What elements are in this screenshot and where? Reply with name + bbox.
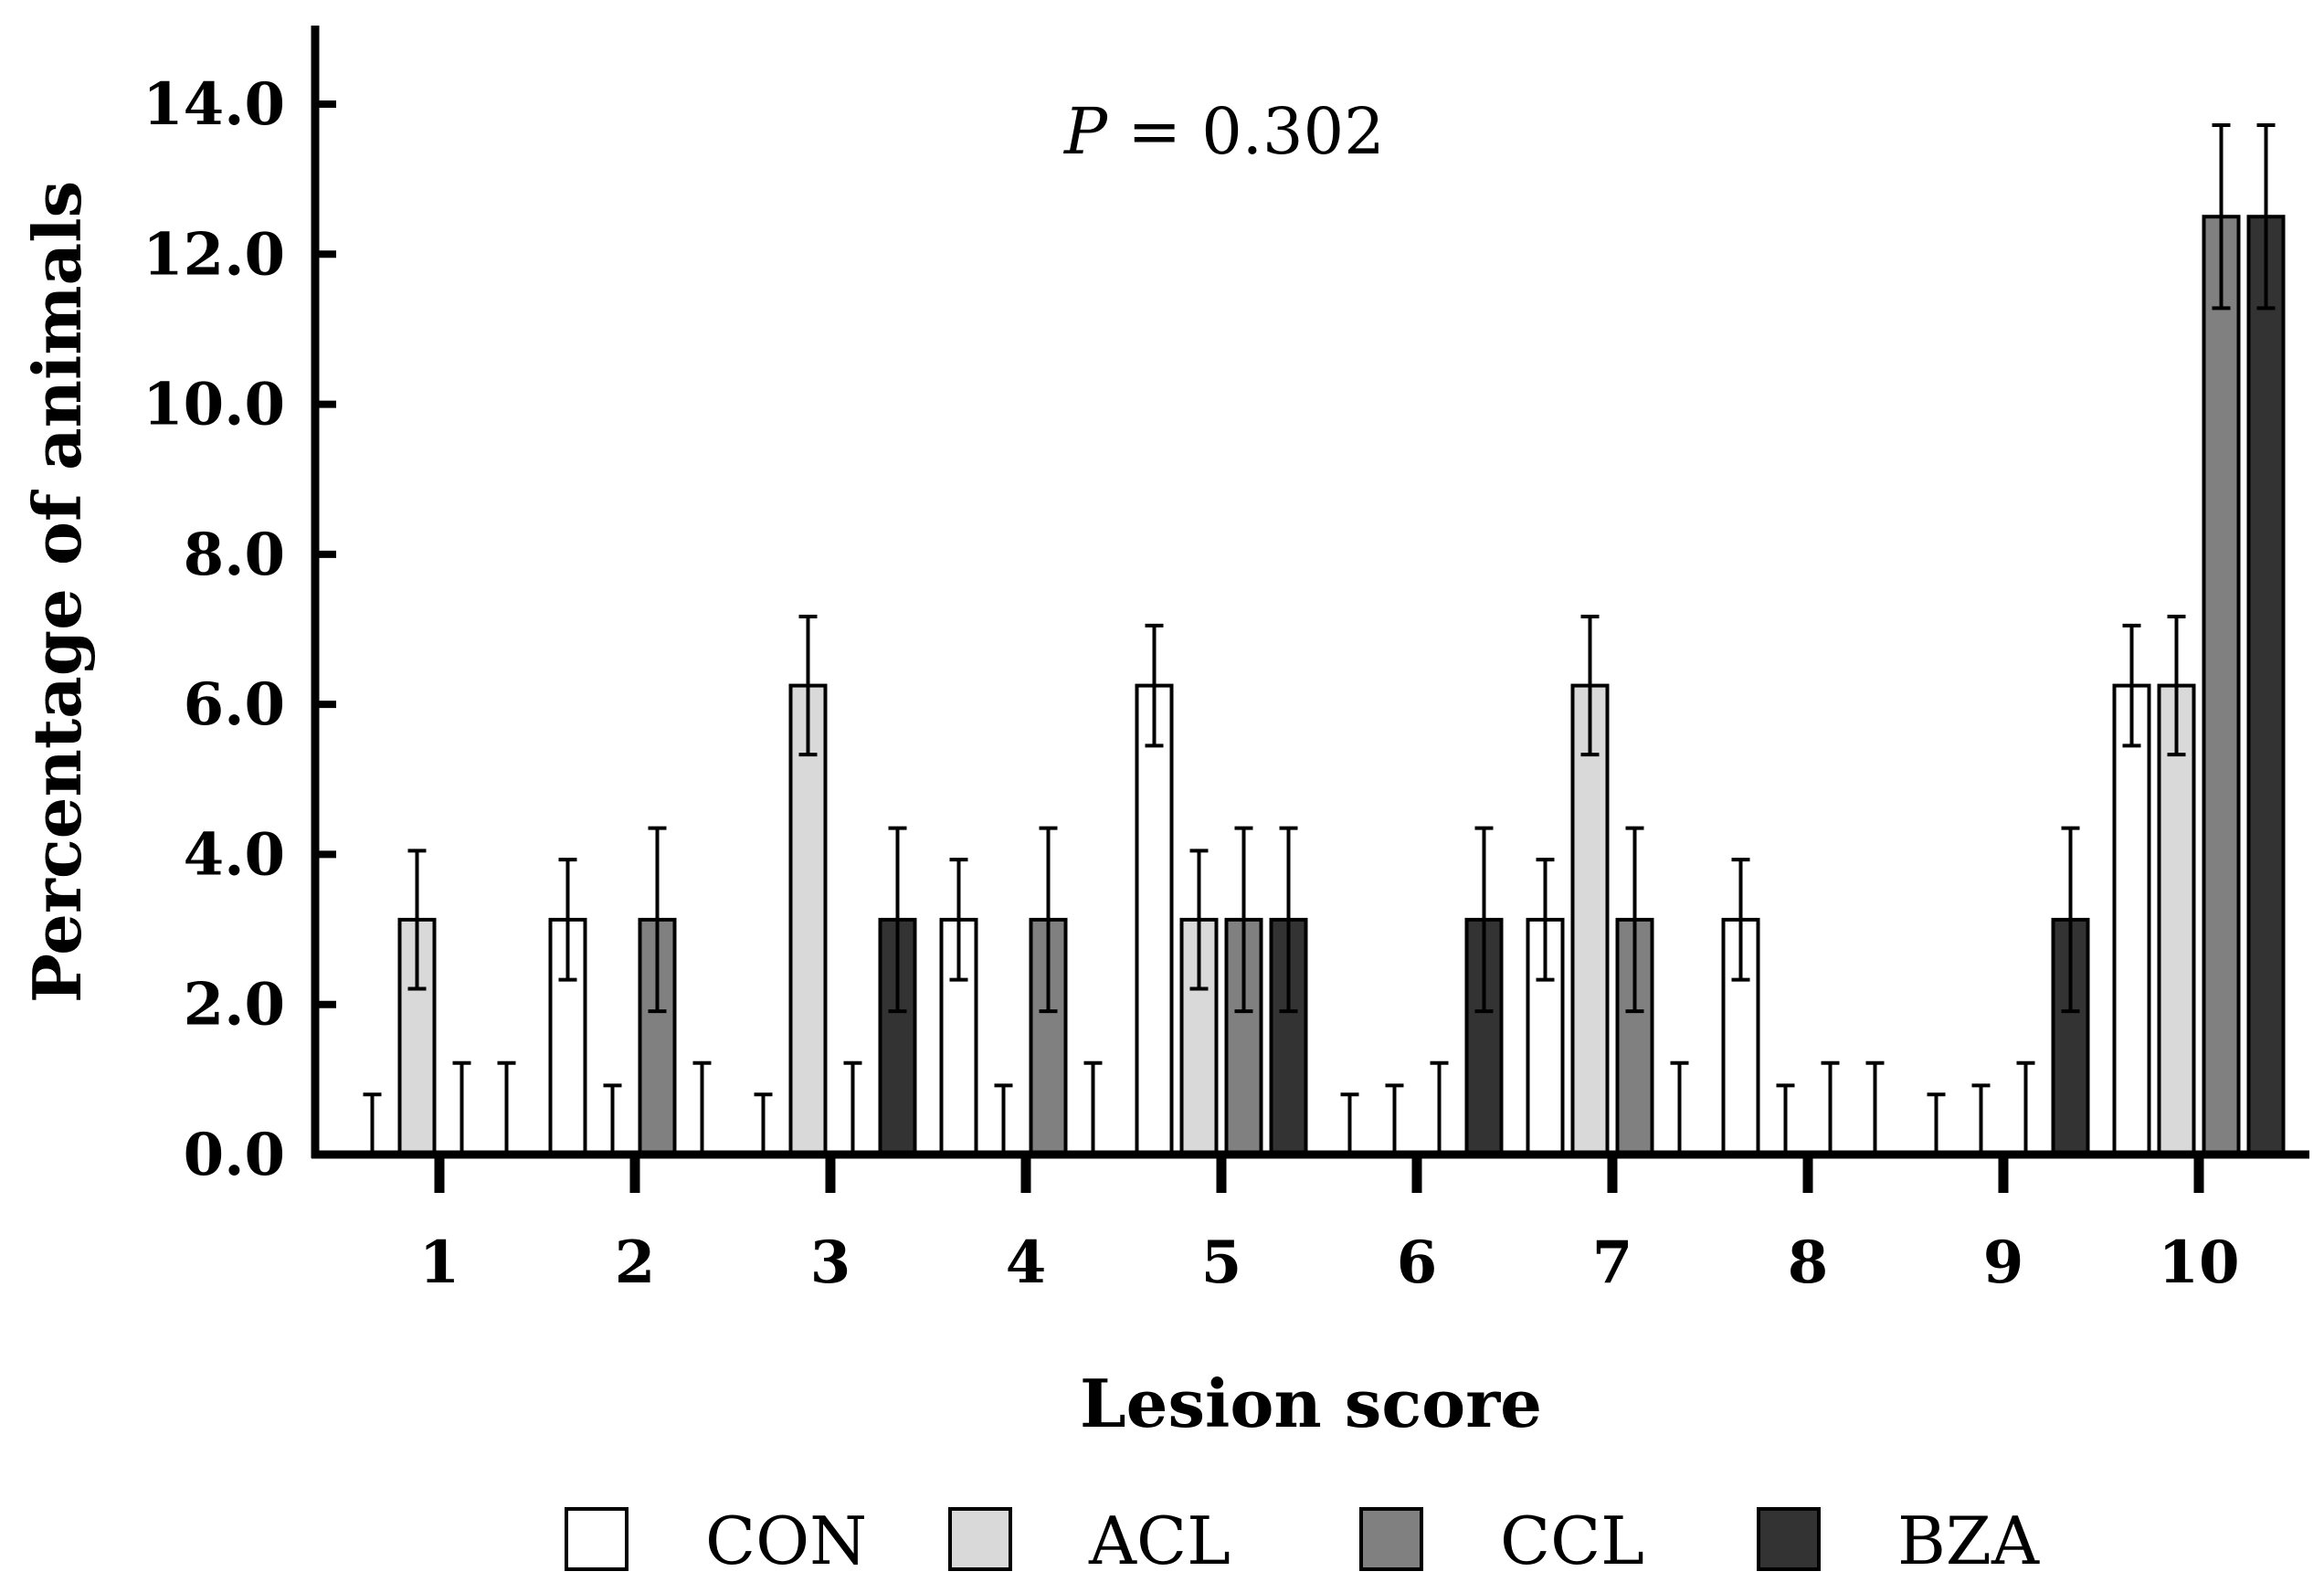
x-tick-label: 5 — [1201, 1229, 1242, 1297]
bar-con-2 — [548, 917, 587, 1157]
y-tick-label: 10.0 — [143, 371, 285, 439]
legend-label-acl: ACL — [1088, 1503, 1231, 1579]
x-tick-label: 10 — [2158, 1229, 2239, 1297]
y-axis-title: Percentage of animals — [18, 181, 96, 1003]
y-tick-label: 0.0 — [184, 1121, 285, 1189]
y-tick-label: 14.0 — [143, 70, 285, 139]
bar-ccl-10 — [2202, 215, 2241, 1157]
x-tick-label: 6 — [1397, 1229, 1438, 1297]
y-tick-label: 2.0 — [184, 971, 285, 1039]
legend-swatch-con — [565, 1507, 629, 1571]
legend: CON ACL CCL BZA — [565, 1503, 2040, 1579]
annotation-p-value: P = 0.302 — [1062, 94, 1385, 169]
bar-bza-10 — [2246, 215, 2286, 1157]
y-tick-label: 6.0 — [184, 670, 285, 739]
y-tick-label: 4.0 — [184, 820, 285, 889]
x-axis-ticks: 1 2 3 4 5 6 7 8 9 10 — [419, 1158, 2240, 1297]
x-tick-label: 3 — [810, 1229, 851, 1297]
annotation-p-rest: = 0.302 — [1107, 94, 1385, 169]
legend-label-bza: BZA — [1897, 1503, 2040, 1579]
annotation-p-symbol: P — [1062, 94, 1109, 169]
x-axis-title: Lesion score — [1080, 1365, 1542, 1442]
legend-swatch-bza — [1757, 1507, 1821, 1571]
x-tick-label: 9 — [1983, 1229, 2024, 1297]
y-tick-label: 12.0 — [143, 220, 285, 289]
x-tick-label: 2 — [615, 1229, 656, 1297]
x-tick-label: 7 — [1592, 1229, 1633, 1297]
bar-con-10 — [2112, 683, 2151, 1156]
x-tick-label: 1 — [419, 1229, 460, 1297]
y-tick-label: 8.0 — [184, 521, 285, 589]
legend-swatch-acl — [948, 1507, 1012, 1571]
x-tick-label: 8 — [1788, 1229, 1829, 1297]
bar-con-5 — [1135, 683, 1174, 1156]
legend-swatch-ccl — [1359, 1507, 1423, 1571]
bars-group — [363, 123, 2286, 1157]
x-tick-label: 4 — [1006, 1229, 1047, 1297]
y-axis-ticks: 0.0 2.0 4.0 6.0 8.0 10.0 12.0 14.0 — [143, 70, 336, 1189]
legend-label-ccl: CCL — [1500, 1503, 1644, 1579]
legend-label-con: CON — [705, 1503, 867, 1579]
